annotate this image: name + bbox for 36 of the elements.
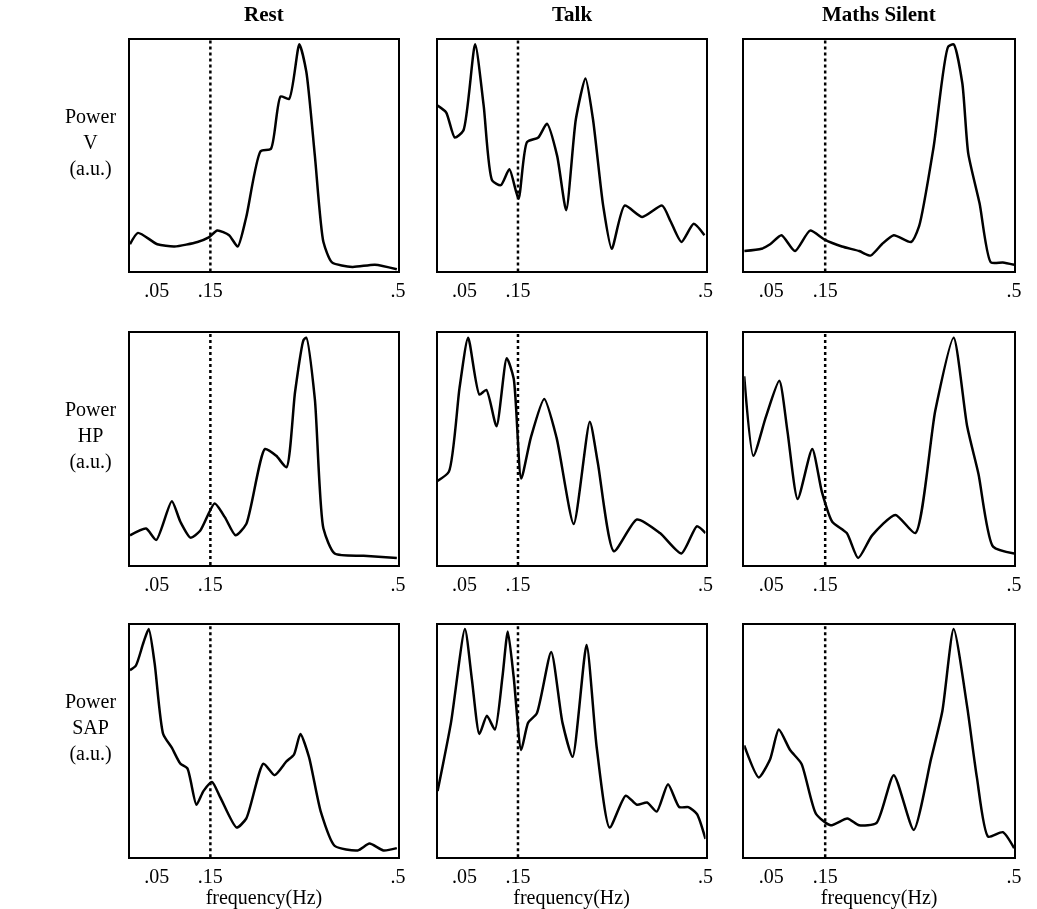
x-axis-title: frequency(Hz)	[513, 886, 630, 909]
x-tick-label: .05	[144, 865, 170, 888]
x-tick-label: .05	[144, 279, 170, 302]
x-tick-label: .05	[144, 572, 170, 595]
x-tick-label: .05	[758, 572, 784, 595]
x-tick-label: .05	[758, 279, 784, 302]
x-tick-label: .5	[1006, 572, 1022, 595]
y-axis-title: Power HP (a.u.)	[65, 398, 117, 473]
x-tick-label: .5	[698, 572, 714, 595]
x-tick-label: .05	[758, 865, 784, 888]
x-tick-label: .15	[505, 572, 531, 595]
x-tick-label: .15	[812, 279, 838, 302]
chart-title: Maths Silent	[822, 2, 936, 26]
x-tick-label: .05	[451, 572, 477, 595]
x-tick-label: .15	[197, 572, 223, 595]
chart-title: Rest	[244, 2, 284, 26]
x-tick-label: .5	[390, 865, 406, 888]
y-axis-title: Power SAP (a.u.)	[65, 690, 117, 765]
x-tick-label: .15	[812, 865, 838, 888]
x-tick-label: .5	[698, 865, 714, 888]
x-tick-label: .5	[390, 279, 406, 302]
x-tick-label: .15	[197, 279, 223, 302]
x-tick-label: .15	[812, 572, 838, 595]
y-axis-title: Power V (a.u.)	[65, 105, 117, 180]
x-tick-label: .05	[451, 865, 477, 888]
x-tick-label: .5	[390, 572, 406, 595]
x-tick-label: .15	[505, 865, 531, 888]
x-tick-label: .05	[451, 279, 477, 302]
chart-title: Talk	[552, 2, 593, 26]
x-tick-label: .15	[197, 865, 223, 888]
x-axis-title: frequency(Hz)	[205, 886, 323, 909]
x-axis-title: frequency(Hz)	[820, 886, 938, 909]
x-tick-label: .5	[698, 279, 714, 302]
x-tick-label: .5	[1006, 279, 1022, 302]
x-tick-label: .15	[505, 279, 531, 302]
x-tick-label: .5	[1006, 865, 1022, 888]
